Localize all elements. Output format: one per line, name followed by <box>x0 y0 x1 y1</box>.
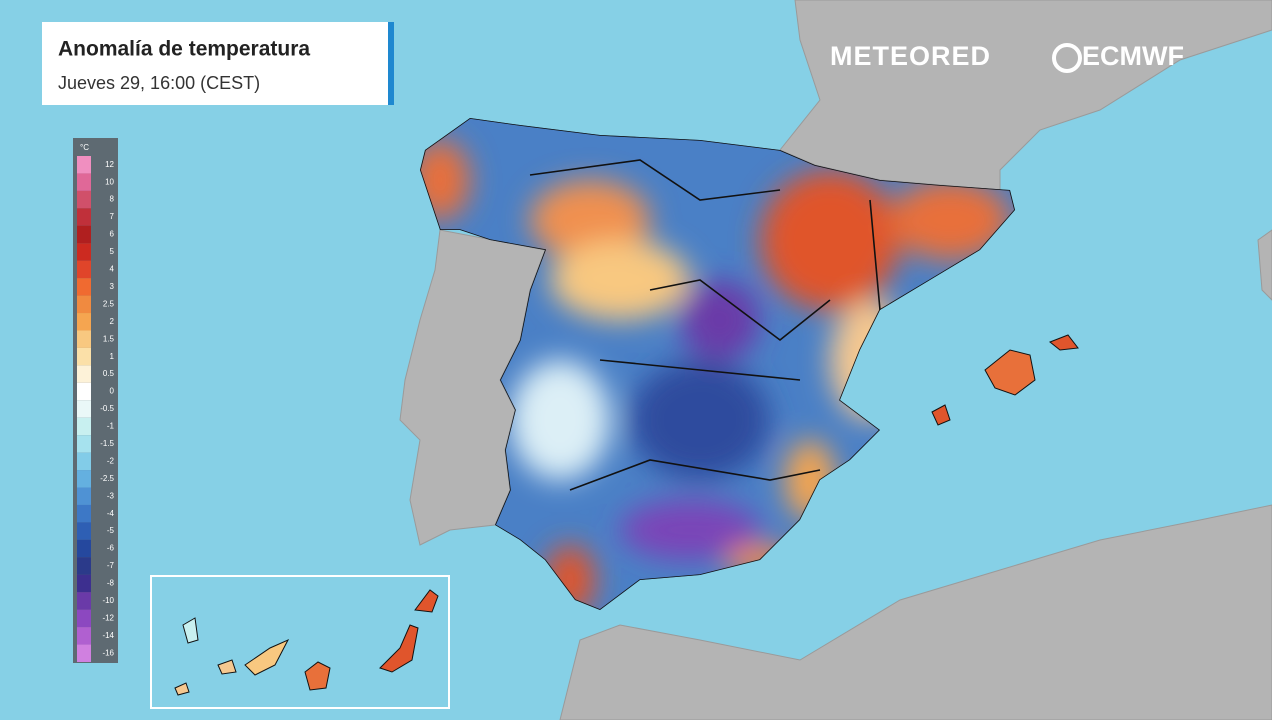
legend-swatch <box>77 260 91 279</box>
canary-islands <box>174 589 439 696</box>
legend-label: 5 <box>110 247 115 256</box>
mallorca <box>984 349 1036 396</box>
legend-label: -6 <box>107 544 115 553</box>
legend-swatch <box>77 487 91 505</box>
canaries-inset <box>150 575 450 709</box>
legend-label: -3 <box>107 491 115 500</box>
legend-label: 1.5 <box>103 334 115 343</box>
legend-label: -1 <box>107 422 115 431</box>
legend-label: -10 <box>102 596 114 605</box>
legend-label: 2 <box>110 317 115 326</box>
legend-swatch <box>77 173 91 191</box>
legend-label: 0.5 <box>103 369 115 378</box>
legend-swatch <box>77 609 91 628</box>
legend-label: 6 <box>110 230 115 239</box>
africa <box>559 504 1272 720</box>
subtitle: Jueves 29, 16:00 (CEST) <box>58 73 260 93</box>
legend-swatch <box>77 522 91 540</box>
legend-label: -16 <box>102 648 114 657</box>
legend-swatch <box>77 382 91 401</box>
legend-swatch <box>77 190 91 209</box>
legend-swatch <box>77 592 91 610</box>
legend-label: 8 <box>110 195 115 204</box>
legend-swatch <box>77 557 91 575</box>
legend-label: -0.5 <box>100 404 114 413</box>
menorca <box>1049 334 1079 351</box>
title-box <box>42 22 392 105</box>
title-accent <box>388 22 394 105</box>
legend-label: 2.5 <box>103 299 115 308</box>
legend-swatch <box>77 156 91 174</box>
legend-unit: °C <box>80 143 89 152</box>
legend-swatch <box>77 435 91 453</box>
legend-label: -8 <box>107 579 115 588</box>
logo-meteored: METEORED <box>830 41 991 71</box>
legend-swatch <box>77 295 91 314</box>
legend-swatch <box>77 330 91 348</box>
legend-swatch <box>77 504 91 523</box>
legend-label: 1 <box>110 352 115 361</box>
legend-label: -1.5 <box>100 439 114 448</box>
title: Anomalía de temperatura <box>58 38 310 61</box>
legend-swatch <box>77 627 91 645</box>
legend-swatch <box>77 574 91 593</box>
legend-swatch <box>77 243 91 261</box>
legend-label: -2.5 <box>100 474 114 483</box>
corsica <box>1257 229 1272 301</box>
legend-label: -4 <box>107 509 115 518</box>
legend-swatch <box>77 400 91 418</box>
legend-label: -5 <box>107 526 115 535</box>
legend-swatch <box>77 313 91 331</box>
logo-ecmwf: ECMWF <box>1082 41 1184 71</box>
legend-label: 0 <box>110 387 115 396</box>
legend-swatch <box>77 452 91 471</box>
legend-swatch <box>77 225 91 244</box>
legend-swatch <box>77 365 91 383</box>
legend-swatch <box>77 417 91 436</box>
legend: °C 12 10 8 7 6 5 4 3 2.5 2 1.5 1 0.5 0 -0.5 -1 -1.5 -2 -2.… <box>73 138 118 663</box>
legend-label: 12 <box>105 160 114 169</box>
legend-label: 3 <box>110 282 115 291</box>
legend-label: 7 <box>110 212 115 221</box>
legend-swatch <box>77 347 91 366</box>
legend-label: -7 <box>107 561 115 570</box>
legend-label: 10 <box>105 177 114 186</box>
legend-swatch <box>77 278 91 296</box>
legend-swatch <box>77 539 91 558</box>
legend-swatch <box>77 470 91 488</box>
legend-swatch <box>77 208 91 226</box>
legend-label: -2 <box>107 456 115 465</box>
legend-swatch <box>77 644 91 662</box>
legend-label: -14 <box>102 631 114 640</box>
legend-label: -12 <box>102 613 114 622</box>
logo-ecmwf-icon <box>1052 43 1082 73</box>
legend-label: 4 <box>110 265 115 274</box>
ibiza <box>931 404 951 426</box>
